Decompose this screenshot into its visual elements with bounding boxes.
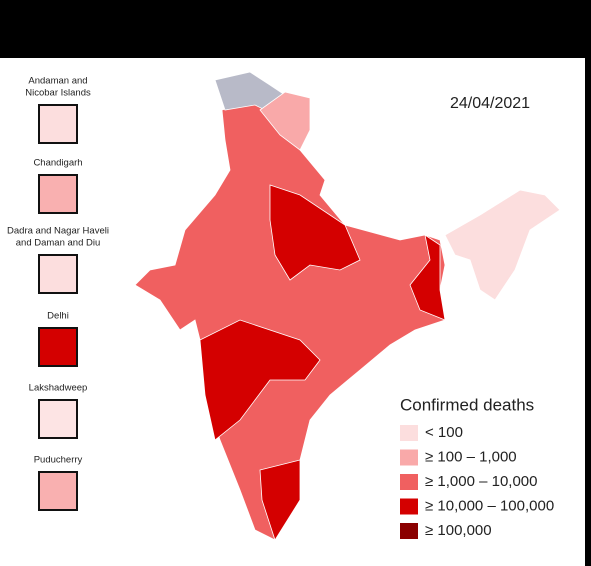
- region: [259, 459, 301, 541]
- inset-label: Lakshadweep: [29, 383, 88, 394]
- inset-box: [38, 471, 78, 511]
- inset-label: Dadra and Nagar Haveli: [7, 226, 109, 237]
- legend-label: ≥ 100,000: [425, 522, 492, 539]
- legend-label: ≥ 100 – 1,000: [425, 448, 517, 465]
- region: [444, 189, 561, 301]
- region: [269, 184, 361, 281]
- india-map: [134, 71, 561, 541]
- inset-label: Delhi: [47, 311, 69, 322]
- legend: < 100 ≥ 100 – 1,000 ≥ 1,000 – 10,000 ≥ 10,0…: [400, 424, 554, 539]
- region: [259, 91, 311, 151]
- legend-swatch: [400, 523, 418, 539]
- inset-box: [38, 399, 78, 439]
- legend-label: ≥ 10,000 – 100,000: [425, 497, 554, 514]
- inset-label: Nicobar Islands: [25, 88, 91, 99]
- inset-box: [38, 104, 78, 144]
- inset-box: [38, 327, 78, 367]
- region: [199, 319, 321, 441]
- legend-swatch: [400, 449, 418, 466]
- inset-label: Chandigarh: [33, 158, 82, 169]
- legend-title: Confirmed deaths: [400, 395, 534, 414]
- legend-swatch: [400, 498, 418, 515]
- inset-label: Andaman and: [28, 76, 87, 87]
- legend-swatch: [400, 474, 418, 490]
- date: 24/04/2021: [450, 95, 530, 112]
- legend-label: ≥ 1,000 – 10,000: [425, 473, 538, 490]
- inset-label: Puducherry: [34, 455, 83, 466]
- legend-swatch: [400, 425, 418, 441]
- top-band: [0, 0, 591, 58]
- legend-label: < 100: [425, 424, 463, 441]
- inset-box: [38, 174, 78, 214]
- inset-label: and Daman and Diu: [16, 238, 101, 249]
- inset-box: [38, 254, 78, 294]
- region: [409, 234, 446, 321]
- right-band: [585, 0, 591, 566]
